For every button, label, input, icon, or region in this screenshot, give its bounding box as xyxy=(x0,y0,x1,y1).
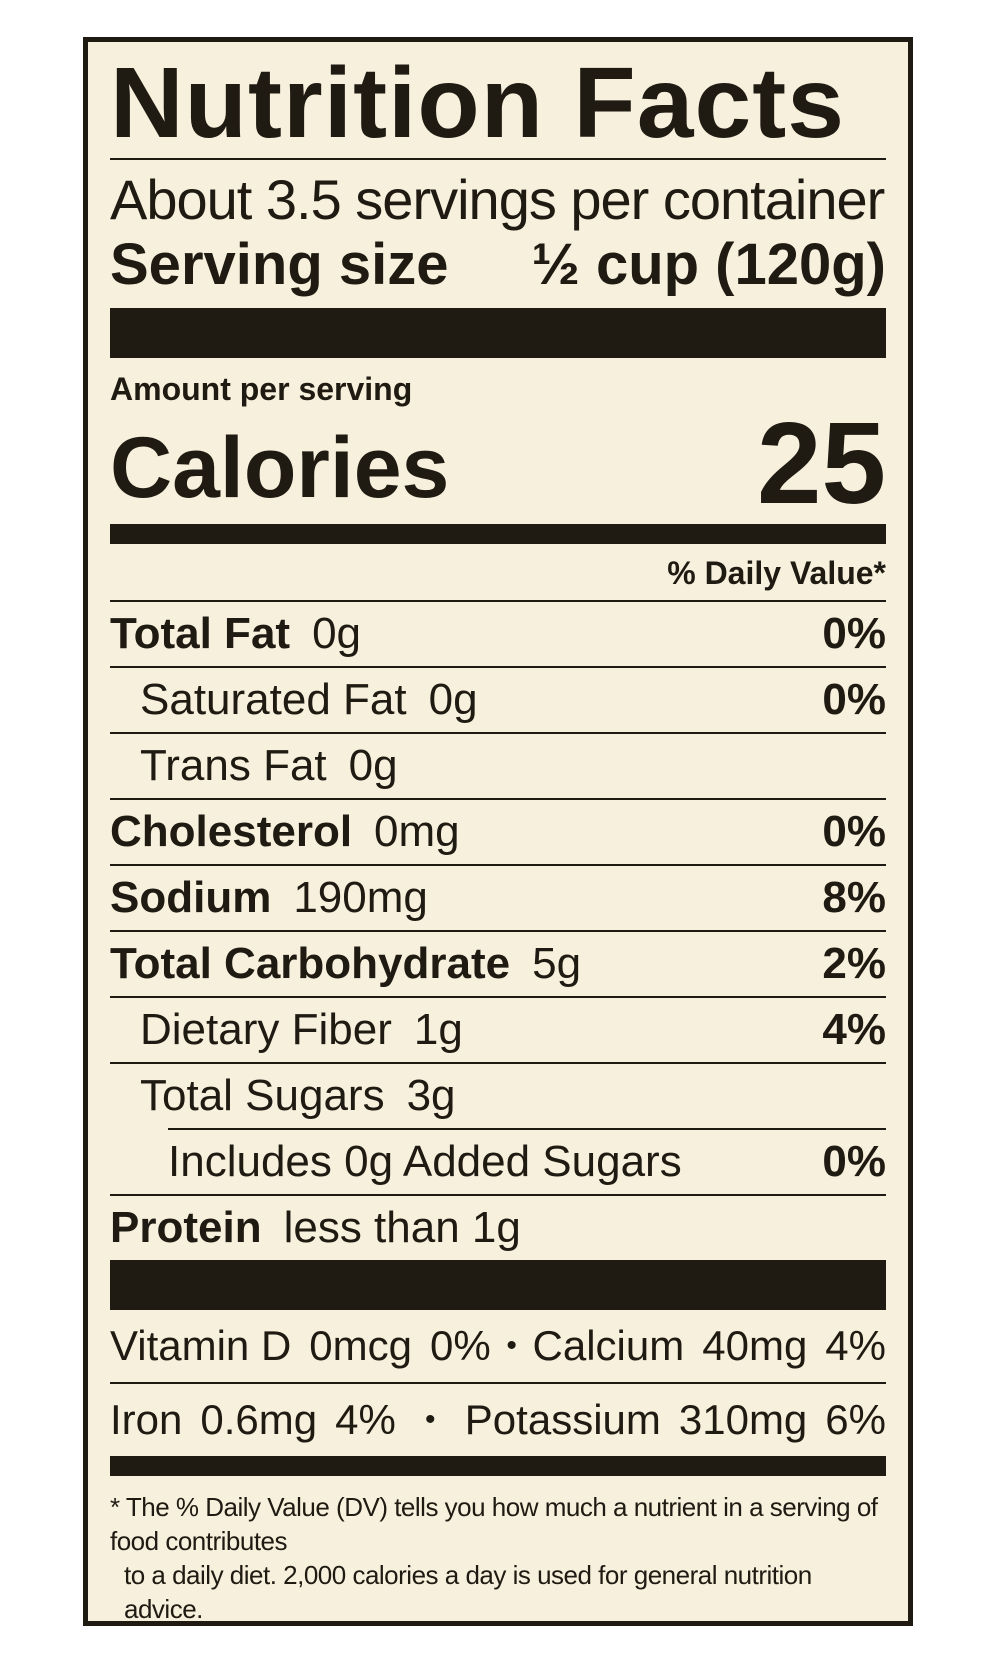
vitamin-row-1: Vitamin D 0mcg 0% • Calcium 40mg 4% xyxy=(110,1310,886,1382)
divider xyxy=(110,1062,886,1064)
nutrient-dv: 4% xyxy=(822,1005,886,1054)
divider xyxy=(110,158,886,160)
nutrient-dv: 0% xyxy=(822,807,886,856)
amount-per-serving: Amount per serving xyxy=(110,371,413,407)
medium-divider xyxy=(110,1456,886,1476)
nutrient-row-added-sugars: Includes 0g Added Sugars 0% xyxy=(110,1130,886,1194)
vitamin-dv: 6% xyxy=(825,1396,886,1443)
iron-entry: Iron 0.6mg 4% xyxy=(110,1396,396,1444)
nutrient-dv: 0% xyxy=(822,675,886,724)
nutrient-name: Sodium xyxy=(110,873,272,922)
nutrient-name: Total Carbohydrate xyxy=(110,939,511,988)
vitamin-dv: 0% xyxy=(430,1322,491,1369)
vitamin-row-2: Iron 0.6mg 4% • Potassium 310mg 6% xyxy=(110,1384,886,1456)
vitamin-amount: 310mg xyxy=(678,1396,808,1443)
nutrient-name: Saturated Fat xyxy=(140,675,407,724)
nutrient-row-cholesterol: Cholesterol 0mg 0% xyxy=(110,800,886,864)
nutrient-name: Total Fat xyxy=(110,609,291,658)
nutrient-dv: 0% xyxy=(822,609,886,658)
nutrient-amount: 1g xyxy=(413,1005,463,1054)
daily-value-header: % Daily Value* xyxy=(667,555,886,591)
nutrient-row-total-sugars: Total Sugars 3g xyxy=(110,1064,886,1128)
nutrient-name: Cholesterol xyxy=(110,807,353,856)
divider xyxy=(110,666,886,668)
calories-value: 25 xyxy=(756,398,886,528)
nutrient-amount: 0g xyxy=(312,609,362,658)
divider xyxy=(110,930,886,932)
servings-per-container: About 3.5 servings per container xyxy=(110,168,885,231)
vitamin-amount: 0mcg xyxy=(309,1322,412,1369)
bullet-separator: • xyxy=(506,1329,517,1362)
bullet-separator: • xyxy=(425,1403,436,1436)
serving-size-row: Serving size ½ cup (120g) xyxy=(110,232,886,298)
nutrient-row-trans-fat: Trans Fat 0g xyxy=(110,734,886,798)
nutrient-row-protein: Protein less than 1g xyxy=(110,1196,886,1260)
vitamin-dv: 4% xyxy=(335,1396,396,1443)
nutrient-row-total-carbohydrate: Total Carbohydrate 5g 2% xyxy=(110,932,886,996)
vitamin-name: Potassium xyxy=(464,1396,661,1443)
nutrient-dv: 8% xyxy=(822,873,886,922)
thick-divider xyxy=(110,308,886,358)
nutrient-dv: 0% xyxy=(822,1137,886,1186)
vitamin-dv: 4% xyxy=(825,1322,886,1369)
vitamin-amount: 40mg xyxy=(702,1322,808,1369)
vitamin-name: Calcium xyxy=(532,1322,685,1369)
vitamin-name: Iron xyxy=(110,1396,183,1443)
nutrient-amount: 190mg xyxy=(293,873,428,922)
nutrient-row-total-fat: Total Fat 0g 0% xyxy=(110,602,886,666)
nutrient-amount: 0g xyxy=(428,675,478,724)
nutrient-name: Protein xyxy=(110,1203,262,1252)
calcium-entry: Calcium 40mg 4% xyxy=(533,1322,886,1370)
nutrient-row-sodium: Sodium 190mg 8% xyxy=(110,866,886,930)
divider xyxy=(110,1194,886,1196)
label-title: Nutrition Facts xyxy=(110,47,845,159)
nutrient-row-dietary-fiber: Dietary Fiber 1g 4% xyxy=(110,998,886,1062)
divider xyxy=(110,732,886,734)
calories-label: Calories xyxy=(110,420,450,516)
vitamin-name: Vitamin D xyxy=(110,1322,292,1369)
divider xyxy=(110,798,886,800)
thick-divider xyxy=(110,1260,886,1310)
nutrient-row-saturated-fat: Saturated Fat 0g 0% xyxy=(110,668,886,732)
divider xyxy=(110,600,886,602)
nutrition-facts-label: Nutrition Facts About 3.5 servings per c… xyxy=(83,37,913,1626)
footnote: * The % Daily Value (DV) tells you how m… xyxy=(110,1476,886,1626)
nutrient-amount: 3g xyxy=(406,1071,456,1120)
nutrient-name: Includes 0g Added Sugars xyxy=(168,1137,682,1186)
divider xyxy=(168,1128,886,1130)
divider xyxy=(110,864,886,866)
medium-divider xyxy=(110,524,886,544)
nutrient-amount: less than 1g xyxy=(283,1203,521,1252)
nutrient-name: Trans Fat xyxy=(140,741,327,790)
calories-row: Calories 25 xyxy=(110,398,886,528)
nutrient-amount: 0g xyxy=(348,741,398,790)
serving-size-value: ½ cup (120g) xyxy=(531,232,886,297)
divider xyxy=(110,1382,886,1384)
serving-size-label: Serving size xyxy=(110,232,449,297)
nutrient-amount: 5g xyxy=(532,939,582,988)
nutrient-name: Total Sugars xyxy=(140,1071,385,1120)
vitamin-amount: 0.6mg xyxy=(200,1396,318,1443)
footnote-line-1: * The % Daily Value (DV) tells you how m… xyxy=(110,1492,878,1556)
divider xyxy=(110,996,886,998)
nutrient-amount: 0mg xyxy=(374,807,460,856)
nutrient-name: Dietary Fiber xyxy=(140,1005,392,1054)
nutrient-dv: 2% xyxy=(822,939,886,988)
vitamin-d-entry: Vitamin D 0mcg 0% xyxy=(110,1322,491,1370)
potassium-entry: Potassium 310mg 6% xyxy=(465,1396,886,1444)
footnote-line-2: to a daily diet. 2,000 calories a day is… xyxy=(124,1560,812,1624)
